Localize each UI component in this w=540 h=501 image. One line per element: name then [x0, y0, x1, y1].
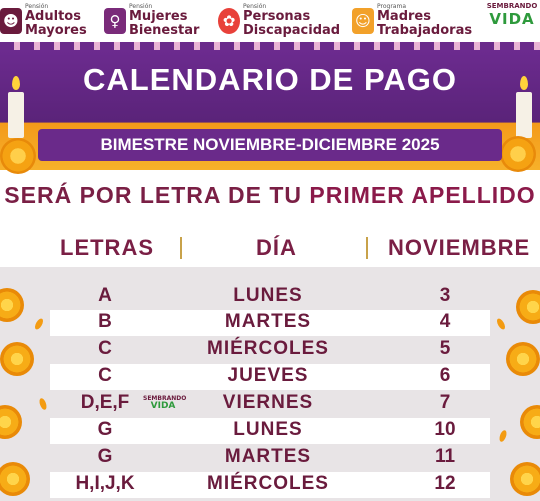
flame-right-icon — [520, 76, 528, 90]
logo-line1: Personas — [243, 9, 311, 24]
logo-madres-trabajadoras: ☺ Programa Madres Trabajadoras — [352, 2, 472, 40]
cell-date: 5 — [439, 338, 451, 359]
table-row: G MARTES 11 — [50, 445, 490, 471]
marigold-icon — [0, 462, 30, 496]
cell-letters: D,E,F — [80, 392, 130, 413]
marigold-icon — [520, 405, 540, 439]
header-separator — [180, 237, 182, 259]
flame-left-icon — [12, 76, 20, 90]
personas-discapacidad-icon: ✿ — [218, 8, 240, 34]
cell-date: 7 — [439, 392, 451, 413]
logo-line1: Adultos — [25, 9, 81, 24]
brand-line2: VIDA — [489, 10, 535, 28]
table-row: H,I,J,K MIÉRCOLES 12 — [50, 472, 490, 498]
rule-text: SERÁ POR LETRA DE TU PRIMER APELLIDO — [0, 182, 540, 209]
marigold-icon — [506, 342, 540, 376]
rule-highlight: PRIMER APELLIDO — [309, 182, 536, 208]
rule-prefix: SERÁ POR LETRA DE TU — [4, 182, 303, 208]
logo-line2: Mayores — [25, 23, 87, 38]
logo-personas-discapacidad: ✿ Pensión Personas Discapacidad — [218, 2, 340, 40]
cell-day: MARTES — [224, 446, 312, 467]
cell-date: 11 — [434, 446, 456, 467]
papel-picado-band — [0, 42, 540, 50]
logo-line2: Discapacidad — [243, 23, 341, 38]
table-row: D,E,F VIERNES 7 — [50, 391, 490, 417]
logos-bar: ☻ Pensión Adultos Mayores ♀ Pensión Mujeres… — [0, 0, 540, 42]
cell-day: MIÉRCOLES — [207, 473, 329, 494]
cell-date: 12 — [434, 473, 456, 494]
logo-mujeres-bienestar: ♀ Pensión Mujeres Bienestar — [104, 2, 199, 40]
cell-day: LUNES — [233, 419, 303, 440]
marigold-icon — [516, 290, 540, 324]
cell-letters: G — [97, 419, 113, 440]
cell-letters: H,I,J,K — [75, 473, 135, 494]
candle-right-icon — [516, 92, 532, 138]
stamp-line2: VIDA — [150, 401, 176, 411]
madres-trabajadoras-icon: ☺ — [352, 8, 374, 34]
cell-date: 6 — [439, 365, 451, 386]
cell-day: MARTES — [224, 311, 312, 332]
marigold-icon — [0, 342, 34, 376]
marigold-icon — [0, 138, 36, 174]
logo-line1: Madres — [377, 9, 431, 24]
header-month: NOVIEMBRE — [388, 235, 531, 260]
sembrando-vida-stamp: SEMBRANDO VIDA — [143, 395, 187, 413]
subtitle-box — [38, 129, 502, 161]
cell-date: 3 — [439, 285, 451, 306]
page-subtitle: BIMESTRE NOVIEMBRE-DICIEMBRE 2025 — [100, 135, 440, 154]
cell-date: 10 — [434, 419, 456, 440]
table-row: C MIÉRCOLES 5 — [50, 337, 490, 363]
table-row: G LUNES 10 — [50, 418, 490, 444]
logo-small-text: Pensión — [25, 3, 49, 10]
candle-left-icon — [8, 92, 24, 138]
logo-small-text: Programa — [377, 3, 406, 10]
cell-letters: C — [98, 338, 112, 359]
logo-small-text: Pensión — [243, 3, 267, 10]
logo-line2: Bienestar — [129, 23, 200, 38]
table-header — [0, 227, 540, 267]
sembrando-vida-logo: SEMBRANDO VIDA — [486, 2, 538, 38]
logo-small-text: Pensión — [129, 3, 153, 10]
cell-letters: A — [98, 285, 112, 306]
page-title: CALENDARIO DE PAGO — [83, 62, 457, 97]
cell-date: 4 — [439, 311, 451, 332]
marigold-icon — [0, 405, 22, 439]
cell-day: JUEVES — [227, 365, 309, 386]
logo-adultos-mayores: ☻ Pensión Adultos Mayores — [0, 2, 87, 40]
cell-day: LUNES — [233, 285, 303, 306]
table-row: C JUEVES 6 — [50, 364, 490, 390]
adultos-mayores-icon: ☻ — [0, 8, 22, 34]
cell-letters: G — [97, 446, 113, 467]
logo-line1: Mujeres — [129, 9, 188, 24]
table-row: B MARTES 4 — [50, 310, 490, 336]
cell-day: VIERNES — [222, 392, 314, 413]
mujeres-bienestar-icon: ♀ — [104, 8, 126, 34]
cell-letters: B — [98, 311, 112, 332]
marigold-icon — [500, 136, 536, 172]
table-row: A LUNES 3 — [50, 284, 490, 310]
marigold-icon — [510, 462, 540, 496]
header-separator — [366, 237, 368, 259]
logo-line2: Trabajadoras — [377, 23, 473, 38]
cell-letters: C — [98, 365, 112, 386]
stamp-line1: SEMBRANDO — [143, 395, 187, 402]
brand-line1: SEMBRANDO — [486, 2, 538, 10]
header-day: DÍA — [256, 235, 297, 260]
cell-day: MIÉRCOLES — [207, 338, 329, 359]
header-letters: LETRAS — [60, 235, 154, 260]
